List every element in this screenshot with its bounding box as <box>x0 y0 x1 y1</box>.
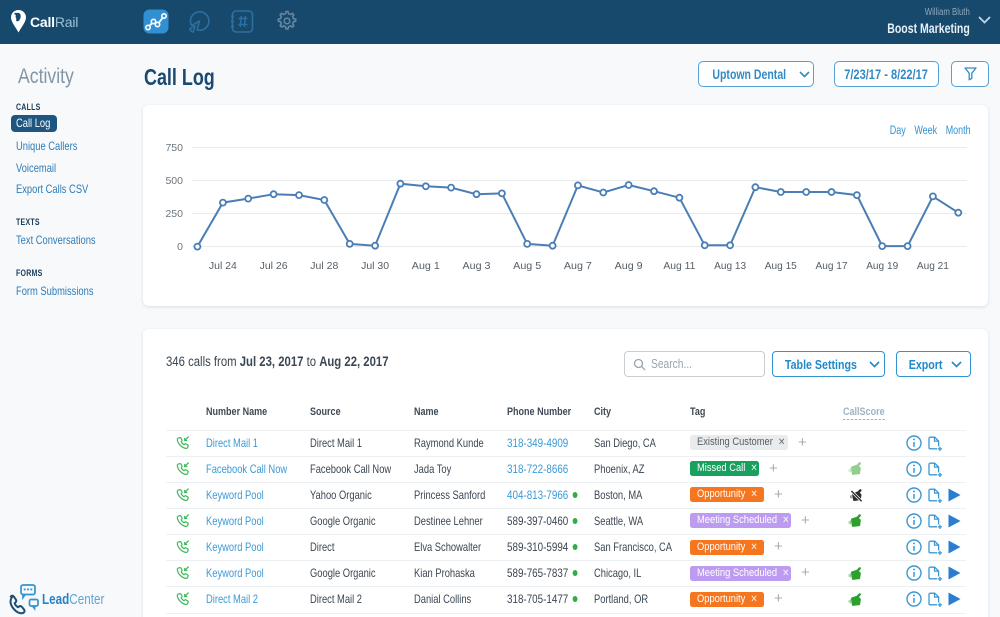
svg-text:Aug 17: Aug 17 <box>816 260 848 272</box>
svg-text:500: 500 <box>165 175 183 187</box>
svg-text:Jul 26: Jul 26 <box>260 260 288 272</box>
svg-text:Aug 11: Aug 11 <box>663 260 695 272</box>
svg-text:Aug 5: Aug 5 <box>513 260 541 272</box>
svg-text:Jul 24: Jul 24 <box>209 260 237 272</box>
svg-text:Aug 3: Aug 3 <box>463 260 491 272</box>
svg-text:Aug 1: Aug 1 <box>412 260 440 272</box>
svg-text:Jul 28: Jul 28 <box>310 260 338 272</box>
svg-text:Jul 30: Jul 30 <box>361 260 389 272</box>
svg-text:250: 250 <box>165 208 183 220</box>
svg-text:Aug 7: Aug 7 <box>564 260 592 272</box>
svg-text:Aug 13: Aug 13 <box>714 260 746 272</box>
svg-text:0: 0 <box>177 241 183 253</box>
svg-text:Aug 9: Aug 9 <box>615 260 643 272</box>
svg-text:Aug 19: Aug 19 <box>866 260 898 272</box>
svg-text:Aug 15: Aug 15 <box>765 260 797 272</box>
svg-text:750: 750 <box>165 142 183 154</box>
svg-text:Aug 21: Aug 21 <box>917 260 949 272</box>
